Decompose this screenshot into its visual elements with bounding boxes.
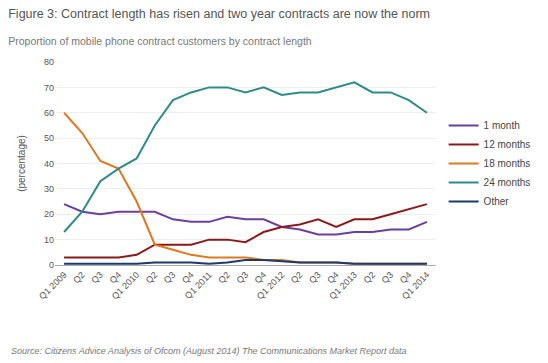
svg-text:Q2: Q2 bbox=[144, 270, 160, 286]
svg-text:Q3: Q3 bbox=[162, 270, 178, 286]
svg-text:Q1 2011: Q1 2011 bbox=[183, 270, 214, 301]
svg-text:Q3: Q3 bbox=[307, 270, 323, 286]
svg-text:Q1 2013: Q1 2013 bbox=[327, 270, 358, 301]
svg-text:Q1 2012: Q1 2012 bbox=[255, 270, 286, 301]
svg-text:(percentage): (percentage) bbox=[16, 135, 27, 192]
svg-text:40: 40 bbox=[44, 159, 54, 169]
svg-text:Q4: Q4 bbox=[253, 270, 269, 286]
svg-text:Q2: Q2 bbox=[289, 270, 305, 286]
svg-text:Q2: Q2 bbox=[216, 270, 232, 286]
svg-text:Proportion of mobile phone con: Proportion of mobile phone contract cust… bbox=[8, 35, 312, 47]
svg-text:20: 20 bbox=[44, 209, 54, 219]
svg-text:Q4: Q4 bbox=[398, 270, 414, 286]
svg-text:50: 50 bbox=[44, 133, 54, 143]
svg-text:Q4: Q4 bbox=[325, 270, 341, 286]
svg-text:Q3: Q3 bbox=[380, 270, 396, 286]
svg-text:Q3: Q3 bbox=[89, 270, 105, 286]
svg-text:80: 80 bbox=[44, 57, 54, 67]
svg-text:Source: Citizens Advice Analys: Source: Citizens Advice Analysis of Ofco… bbox=[11, 346, 407, 356]
svg-text:70: 70 bbox=[44, 83, 54, 93]
svg-text:18 months: 18 months bbox=[484, 158, 531, 169]
svg-text:10: 10 bbox=[44, 235, 54, 245]
svg-text:1 month: 1 month bbox=[484, 120, 520, 131]
svg-text:12 months: 12 months bbox=[484, 139, 531, 150]
svg-text:Q4: Q4 bbox=[108, 270, 124, 286]
svg-text:Other: Other bbox=[484, 196, 510, 207]
svg-text:Q1 2009: Q1 2009 bbox=[37, 270, 68, 301]
svg-text:0: 0 bbox=[49, 260, 54, 270]
svg-text:Q2: Q2 bbox=[362, 270, 378, 286]
svg-text:24 months: 24 months bbox=[484, 177, 531, 188]
svg-text:Q4: Q4 bbox=[180, 270, 196, 286]
svg-text:Q1 2014: Q1 2014 bbox=[400, 270, 431, 301]
svg-text:Q3: Q3 bbox=[235, 270, 251, 286]
svg-text:Figure 3: Contract length has: Figure 3: Contract length has risen and … bbox=[8, 7, 430, 21]
svg-text:30: 30 bbox=[44, 184, 54, 194]
svg-text:60: 60 bbox=[44, 108, 54, 118]
svg-text:Q2: Q2 bbox=[71, 270, 87, 286]
svg-text:Q1 2010: Q1 2010 bbox=[110, 270, 141, 301]
